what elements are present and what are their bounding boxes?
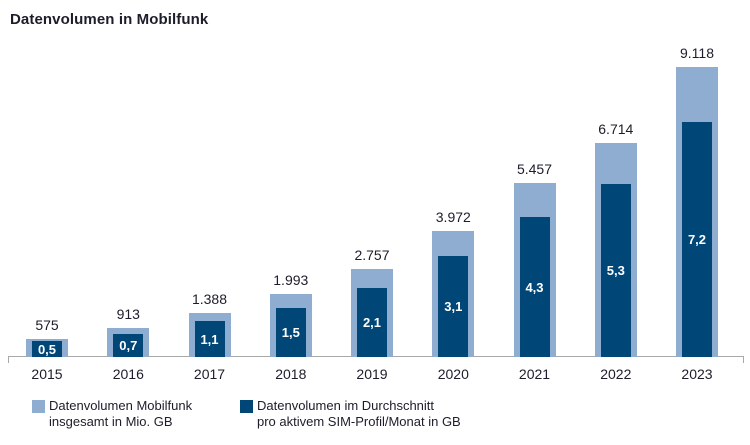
x-tick-label-2015: 2015 <box>31 366 63 382</box>
bar-persim-2019 <box>357 288 387 357</box>
bar-persim-2018 <box>275 308 306 357</box>
legend-item-persim: Datenvolumen im Durchschnitt pro aktivem… <box>240 398 461 430</box>
x-tick-label-2017: 2017 <box>193 366 226 382</box>
value-label-persim-2019: 2,1 <box>362 315 382 330</box>
x-axis-right-tick <box>743 356 744 363</box>
legend-item-total: Datenvolumen Mobilfunk insgesamt in Mio.… <box>32 398 192 430</box>
legend-label-total-line1: Datenvolumen Mobilfunk <box>49 398 193 413</box>
legend-label-persim-line1: Datenvolumen im Durchschnitt <box>257 398 435 413</box>
legend-swatch-dark-blue-icon <box>240 400 253 413</box>
value-label-total-2021: 5.457 <box>516 161 553 177</box>
x-tick-label-2022: 2022 <box>600 366 632 382</box>
bar-persim-2023 <box>682 122 712 357</box>
legend-label-total: Datenvolumen Mobilfunk insgesamt in Mio.… <box>49 398 192 430</box>
value-label-persim-2017: 1,1 <box>200 331 219 347</box>
bar-persim-2021 <box>519 217 550 357</box>
x-tick-label-2023: 2023 <box>681 366 713 382</box>
value-label-persim-2020: 3,1 <box>444 299 463 314</box>
x-tick-label-2016: 2016 <box>112 366 144 382</box>
value-label-total-2015: 575 <box>35 317 59 333</box>
x-tick-label-2021: 2021 <box>518 366 551 382</box>
legend-label-total-line2: insgesamt in Mio. GB <box>49 414 173 429</box>
bar-persim-2020 <box>438 256 469 357</box>
value-label-persim-2016: 0,7 <box>119 338 138 353</box>
value-label-total-2018: 1.993 <box>273 272 309 288</box>
bar-persim-2016 <box>113 334 144 357</box>
value-label-total-2019: 2.757 <box>354 247 390 263</box>
bar-persim-2017 <box>194 321 225 357</box>
legend-swatch-light-blue-icon <box>32 400 45 413</box>
bar-persim-2015 <box>32 341 62 357</box>
value-label-persim-2015: 0,5 <box>37 341 57 357</box>
value-label-persim-2021: 4,3 <box>525 279 544 295</box>
x-tick-label-2018: 2018 <box>275 366 307 382</box>
x-tick-label-2020: 2020 <box>437 366 469 382</box>
value-label-total-2017: 1.388 <box>191 291 228 307</box>
value-label-persim-2023: 7,2 <box>687 232 707 247</box>
value-label-total-2020: 3.972 <box>435 209 471 225</box>
value-label-total-2016: 913 <box>116 306 140 322</box>
legend-label-persim: Datenvolumen im Durchschnitt pro aktivem… <box>257 398 461 430</box>
value-label-total-2022: 6.714 <box>598 121 634 137</box>
value-label-persim-2018: 1,5 <box>281 325 300 340</box>
chart-title: Datenvolumen in Mobilfunk <box>10 11 209 28</box>
x-tick-label-2019: 2019 <box>356 366 388 382</box>
value-label-total-2023: 9.118 <box>680 45 714 61</box>
legend-label-persim-line2: pro aktivem SIM-Profil/Monat in GB <box>257 414 461 429</box>
x-axis-left-tick <box>8 356 9 363</box>
value-label-persim-2022: 5,3 <box>606 263 625 278</box>
bar-persim-2022 <box>600 184 631 357</box>
